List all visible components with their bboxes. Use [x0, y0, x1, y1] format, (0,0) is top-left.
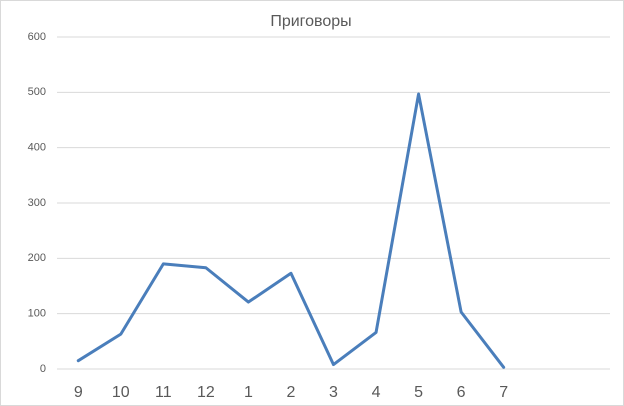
y-tick-label: 200 [28, 252, 46, 264]
y-tick-label: 100 [28, 308, 46, 320]
x-tick-label: 2 [287, 384, 296, 401]
x-tick-label: 5 [414, 384, 423, 401]
chart-title: Приговоры [270, 13, 351, 30]
x-tick-label: 11 [155, 384, 172, 401]
x-tick-label: 3 [329, 384, 338, 401]
x-tick-label: 1 [244, 384, 253, 401]
y-tick-label: 300 [28, 197, 46, 209]
x-tick-label: 7 [499, 384, 508, 401]
x-tick-label: 12 [197, 384, 215, 401]
x-tick-label: 4 [372, 384, 381, 401]
y-tick-label: 600 [28, 31, 46, 43]
data-line [76, 92, 506, 369]
x-tick-label: 10 [112, 384, 130, 401]
x-tick-label: 9 [74, 384, 83, 401]
y-tick-label: 0 [40, 363, 46, 375]
y-tick-label: 400 [28, 142, 46, 154]
x-tick-label: 6 [457, 384, 466, 401]
y-tick-label: 500 [28, 86, 46, 98]
